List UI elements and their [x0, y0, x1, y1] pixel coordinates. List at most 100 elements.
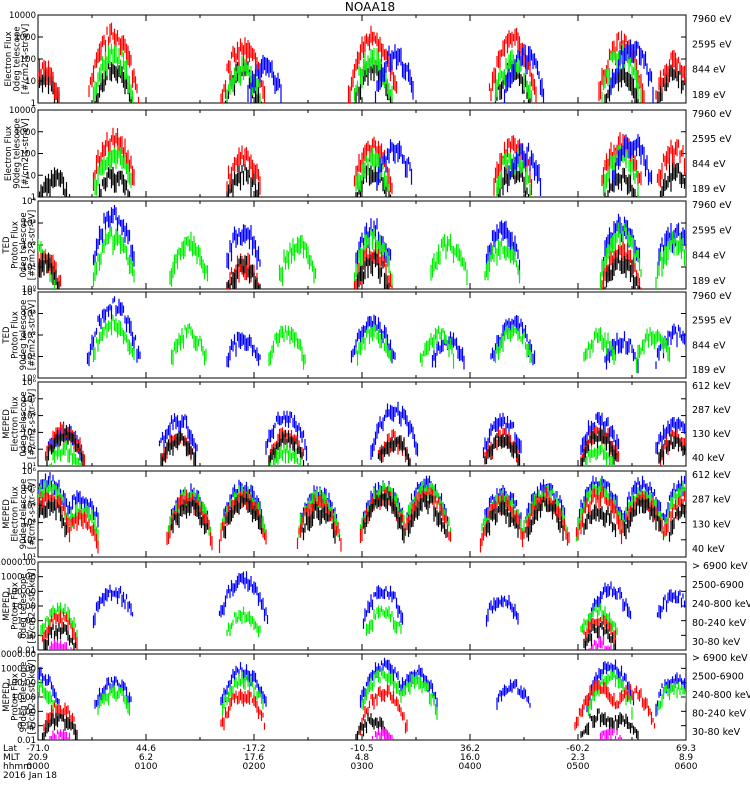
bottom-hhmm-value: 0200 [243, 762, 266, 772]
series-7960-ev [38, 158, 686, 197]
y-tick-label: 100 [20, 55, 36, 65]
y-tick-label: 1000 [14, 128, 36, 138]
bottom-mlt-value: 20.9 [28, 753, 48, 763]
y-tick-label: 1 [31, 193, 36, 203]
series-group [38, 127, 686, 197]
bottom-hhmm-value: 0500 [567, 762, 590, 772]
series-7960-ev [38, 249, 641, 289]
series-group [38, 472, 686, 554]
legend-entry: 30-80 keV [692, 727, 741, 738]
legend-entry: 30-80 keV [692, 637, 741, 648]
y-tick-label: 10⁶ [22, 378, 37, 388]
y-tick-label: 10³ [22, 428, 36, 438]
y-axis-label: Proton Flux [11, 311, 21, 359]
bottom-mlt-value: 2.3 [571, 753, 585, 763]
y-tick-label: 0.01 [17, 736, 36, 746]
y-tick-label: 10000 [9, 11, 36, 21]
legend-entry: 130 keV [692, 429, 731, 440]
series-2595-ev [92, 127, 686, 196]
legend-entry: 844 eV [692, 251, 726, 262]
y-axis-label: 0deg telescope [19, 212, 29, 277]
y-axis-label: MEPED [2, 409, 12, 439]
panel-7: 0.01 0.10 1.00 10.00 100.00 1000.00 10000.00 ME… [0, 558, 750, 656]
y-axis-label: 0deg telescope [19, 573, 29, 638]
series-612-kev [38, 491, 686, 544]
series-189-ev [86, 296, 686, 374]
y-tick-label: 10² [22, 445, 36, 455]
series-240-800-kev [43, 679, 656, 736]
y-axis-label: 90deg telescope [13, 118, 23, 189]
y-tick-label: 1.00 [17, 707, 36, 717]
y-axis-label: TED [2, 326, 12, 345]
series-844-ev [38, 222, 686, 289]
series--6900-kev [49, 726, 623, 740]
series-189-ev [376, 134, 653, 196]
y-tick-label: 10.00 [12, 602, 36, 612]
y-axis-label: MEPED [2, 682, 12, 712]
series-130-kev [49, 440, 615, 466]
legend-entry: 2595 eV [692, 225, 732, 236]
series-240-800-kev [41, 610, 617, 650]
legend-entry: 844 eV [692, 340, 726, 351]
y-tick-label: 10⁰ [22, 285, 37, 295]
y-tick-label: 10³ [22, 219, 36, 229]
bottom-lat-value: 44.6 [136, 744, 156, 754]
y-axis-label: [#/cm2-s-str-eV] [28, 300, 38, 370]
legend-entry: 189 eV [692, 184, 726, 195]
y-tick-label: 10¹ [22, 353, 36, 363]
series-2500-6900 [43, 621, 617, 650]
legend-entry: 189 eV [692, 276, 726, 287]
legend-entry: 2500-6900 [692, 580, 744, 591]
series-30-80-kev [92, 571, 686, 629]
y-axis-label: MEPED [2, 499, 12, 529]
legend-entry: 80-240 keV [692, 618, 747, 629]
y-tick-label: 100 [20, 150, 36, 160]
y-axis-label: 90deg telescope [19, 300, 29, 371]
y-tick-label: 1000.00 [1, 664, 36, 674]
series-80-240-kev [38, 667, 686, 720]
y-tick-label: 10³ [22, 519, 36, 529]
y-axis-label: MEPED [2, 591, 12, 621]
y-axis-label: Proton Flux [11, 673, 21, 721]
legend-entry: 80-240 keV [692, 709, 747, 720]
y-tick-label: 0.10 [17, 722, 36, 732]
y-tick-label: 10² [22, 331, 36, 341]
y-tick-label: 0.10 [17, 631, 36, 641]
series-2595-ev [38, 241, 642, 289]
bottom-mlt-value: 17.6 [244, 753, 264, 763]
legend-entry: 612 keV [692, 470, 731, 481]
y-axis-label: Electron Flux [4, 126, 14, 181]
series-group [38, 22, 686, 103]
y-axis-label: [#/cm2-s-str-eV] [21, 118, 31, 188]
legend-entry: 130 keV [692, 519, 731, 530]
y-axis-label: Proton Flux [11, 221, 21, 269]
y-tick-label: 1 [31, 99, 36, 109]
y-tick-label: 10³ [22, 310, 36, 320]
legend-entry: 7960 eV [692, 291, 732, 302]
y-tick-label: 10¹ [22, 553, 36, 563]
y-axis-label: 90deg telescope [19, 479, 29, 550]
y-axis-label: [#/cm2-s-str-eV] [28, 389, 38, 459]
y-tick-label: 10⁴ [22, 288, 37, 298]
bottom-lat-value: -10.5 [350, 744, 373, 754]
y-tick-label: 10² [22, 536, 36, 546]
series--6900-kev [47, 636, 612, 650]
y-axis-label: Electron Flux [4, 31, 14, 86]
y-axis-label: [#/cm2-s-str-eV] [28, 479, 38, 549]
bottom-mlt-value: 4.8 [355, 753, 370, 763]
y-tick-label: 10⁴ [22, 197, 37, 207]
y-axis-label: TED [2, 236, 12, 255]
series-group [44, 401, 686, 466]
figure-title: NOAA18 [345, 0, 395, 14]
bottom-row-label: MLT [3, 753, 21, 763]
y-axis-label: [#/cm2-s-str-keV] [28, 569, 38, 644]
bottom-mlt-value: 6.2 [139, 753, 153, 763]
y-axis-label: [#/cm2-s-str-eV] [28, 210, 38, 280]
legend-entry: 240-800 keV [692, 599, 750, 610]
y-tick-label: 10000.00 [0, 558, 36, 568]
bottom-row-label: Lat [3, 744, 18, 754]
